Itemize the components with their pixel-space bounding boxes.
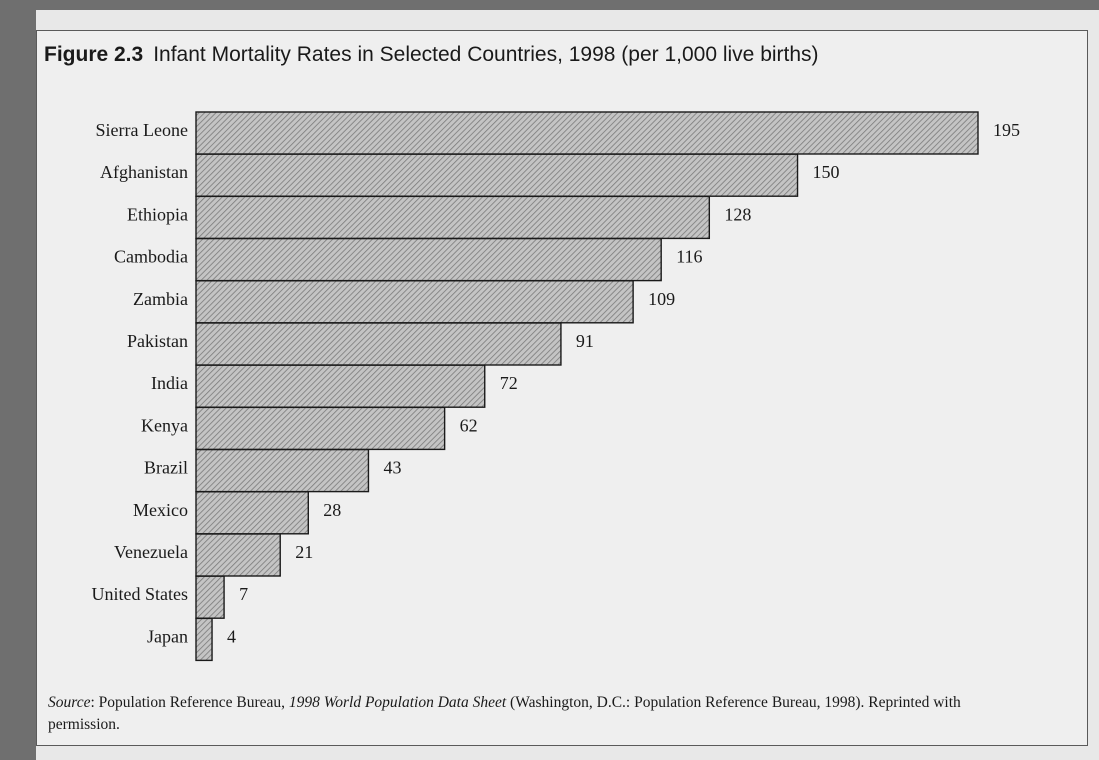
bar-afghanistan xyxy=(196,154,798,196)
source-after-prefix: : Population Reference Bureau, xyxy=(90,694,288,711)
value-label-afghanistan: 150 xyxy=(813,162,840,182)
bar-venezuela xyxy=(196,534,280,576)
category-label-venezuela: Venezuela xyxy=(114,542,188,562)
source-prefix: Source xyxy=(48,694,90,711)
category-label-mexico: Mexico xyxy=(133,500,188,520)
value-label-japan: 4 xyxy=(227,626,236,646)
category-label-zambia: Zambia xyxy=(133,289,188,309)
source-note: Source: Population Reference Bureau, 199… xyxy=(48,692,1008,736)
value-label-mexico: 28 xyxy=(323,500,341,520)
value-label-brazil: 43 xyxy=(383,458,401,478)
category-label-japan: Japan xyxy=(147,626,188,646)
value-label-united-states: 7 xyxy=(239,584,248,604)
category-label-sierra-leone: Sierra Leone xyxy=(96,120,188,140)
value-label-india: 72 xyxy=(500,373,518,393)
bars-group: Sierra Leone 195 Afghanistan 150 Ethiopia 128… xyxy=(92,112,1021,660)
category-label-afghanistan: Afghanistan xyxy=(100,162,188,182)
bar-ethiopia xyxy=(196,196,709,238)
value-label-cambodia: 116 xyxy=(676,247,702,267)
value-label-pakistan: 91 xyxy=(576,331,594,351)
bar-cambodia xyxy=(196,239,661,281)
bar-united-states xyxy=(196,576,224,618)
value-label-ethiopia: 128 xyxy=(724,204,751,224)
category-label-cambodia: Cambodia xyxy=(114,247,188,267)
bar-zambia xyxy=(196,281,633,323)
value-label-sierra-leone: 195 xyxy=(993,120,1020,140)
value-label-kenya: 62 xyxy=(460,415,478,435)
category-label-ethiopia: Ethiopia xyxy=(127,204,188,224)
value-label-zambia: 109 xyxy=(648,289,675,309)
category-label-brazil: Brazil xyxy=(144,458,188,478)
category-label-united-states: United States xyxy=(92,584,189,604)
bar-brazil xyxy=(196,450,368,492)
source-publication: 1998 World Population Data Sheet xyxy=(289,694,506,711)
category-label-kenya: Kenya xyxy=(141,415,188,435)
category-label-india: India xyxy=(151,373,188,393)
bar-sierra-leone xyxy=(196,112,978,154)
bar-chart: Sierra Leone 195 Afghanistan 150 Ethiopia 128… xyxy=(0,0,1099,700)
category-label-pakistan: Pakistan xyxy=(127,331,188,351)
bar-pakistan xyxy=(196,323,561,365)
value-label-venezuela: 21 xyxy=(295,542,313,562)
bar-kenya xyxy=(196,407,445,449)
bar-mexico xyxy=(196,492,308,534)
bar-japan xyxy=(196,618,212,660)
bar-india xyxy=(196,365,485,407)
